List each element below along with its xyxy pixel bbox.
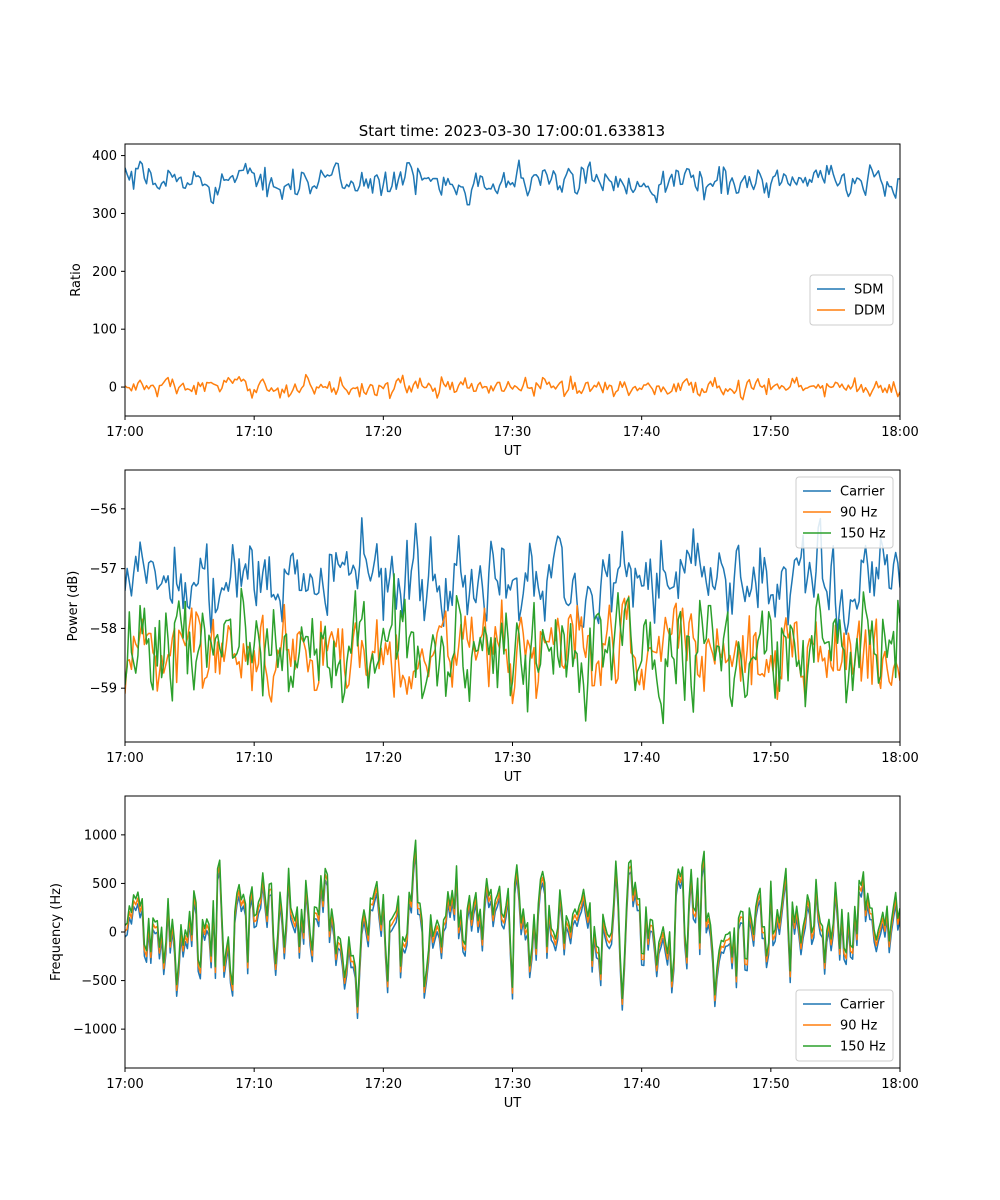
y-tick-label: 0 <box>109 381 117 396</box>
x-tick-label: 17:00 <box>106 751 143 766</box>
x-tick-label: 18:00 <box>881 1077 918 1092</box>
legend: SDM DDM <box>809 274 894 326</box>
legend-label: 90 Hz <box>840 1019 877 1034</box>
legend: Carrier 90 Hz 150 Hz <box>795 476 894 549</box>
legend-label: Carrier <box>840 485 885 500</box>
panels: 17:00 17:10 17:20 17:30 17:40 17:50 18:00 0 100 2… <box>49 143 919 1111</box>
x-tick-label: 17:20 <box>365 1077 402 1092</box>
y-tick-label: 500 <box>92 877 117 892</box>
y-tick-label: −500 <box>81 974 117 989</box>
legend-box <box>795 989 894 1062</box>
y-tick-label: −59 <box>90 682 117 697</box>
y-tick-label: −58 <box>90 622 117 637</box>
x-tick-label: 17:50 <box>752 1077 789 1092</box>
y-axis-label: Frequency (Hz) <box>49 883 64 981</box>
y-tick-label: −57 <box>90 562 117 577</box>
legend: Carrier 90 Hz 150 Hz <box>795 989 894 1062</box>
y-axis-label: Ratio <box>69 263 84 296</box>
x-axis-label: UT <box>504 444 522 459</box>
y-tick-label: −56 <box>90 502 117 517</box>
x-tick-label: 17:40 <box>623 425 660 440</box>
x-tick-label: 17:40 <box>623 1077 660 1092</box>
y-tick-label: 200 <box>92 265 117 280</box>
y-tick-label: −1000 <box>73 1023 117 1038</box>
x-tick-label: 17:10 <box>235 1077 272 1092</box>
panel-1: 17:00 17:10 17:20 17:30 17:40 17:50 18:00 0 100 2… <box>69 143 919 459</box>
panel-2: 17:00 17:10 17:20 17:30 17:40 17:50 18:00 −56 −5… <box>66 469 919 785</box>
legend-label: 150 Hz <box>840 1040 886 1055</box>
series-line-ddm <box>125 373 900 401</box>
plot-area <box>125 839 900 1020</box>
x-tick-label: 17:30 <box>494 751 531 766</box>
x-tick-label: 17:50 <box>752 425 789 440</box>
x-tick-label: 17:20 <box>365 425 402 440</box>
x-tick-label: 17:30 <box>494 1077 531 1092</box>
series-line-sdm <box>125 159 900 206</box>
x-axis-label: UT <box>504 1096 522 1111</box>
figure-title: Start time: 2023-03-30 17:00:01.633813 <box>359 122 665 140</box>
y-tick-label: 300 <box>92 207 117 222</box>
plot-area <box>125 517 900 725</box>
y-axis-label: Power (dB) <box>66 571 81 642</box>
y-tick-label: 100 <box>92 323 117 338</box>
legend-label: SDM <box>854 283 883 298</box>
x-tick-label: 17:50 <box>752 751 789 766</box>
legend-box <box>809 274 894 326</box>
panel-3: 17:00 17:10 17:20 17:30 17:40 17:50 18:00 1000 5… <box>49 795 919 1111</box>
x-axis-label: UT <box>504 770 522 785</box>
legend-box <box>795 476 894 549</box>
legend-label: 150 Hz <box>840 527 886 542</box>
series-line-carrier <box>125 517 900 636</box>
x-tick-label: 17:20 <box>365 751 402 766</box>
x-tick-label: 17:30 <box>494 425 531 440</box>
x-tick-label: 17:00 <box>106 1077 143 1092</box>
plot-area <box>125 159 900 401</box>
legend-label: Carrier <box>840 998 885 1013</box>
legend-label: 90 Hz <box>840 506 877 521</box>
x-tick-label: 17:10 <box>235 425 272 440</box>
legend-label: DDM <box>854 304 885 319</box>
x-tick-label: 17:00 <box>106 425 143 440</box>
x-tick-label: 18:00 <box>881 751 918 766</box>
y-tick-label: 0 <box>109 926 117 941</box>
y-tick-label: 400 <box>92 149 117 164</box>
y-tick-label: 1000 <box>84 828 117 843</box>
x-tick-label: 17:10 <box>235 751 272 766</box>
series-line-150-hz <box>125 839 900 1008</box>
series-line-150-hz <box>125 573 900 725</box>
x-tick-label: 17:40 <box>623 751 660 766</box>
x-tick-label: 18:00 <box>881 425 918 440</box>
